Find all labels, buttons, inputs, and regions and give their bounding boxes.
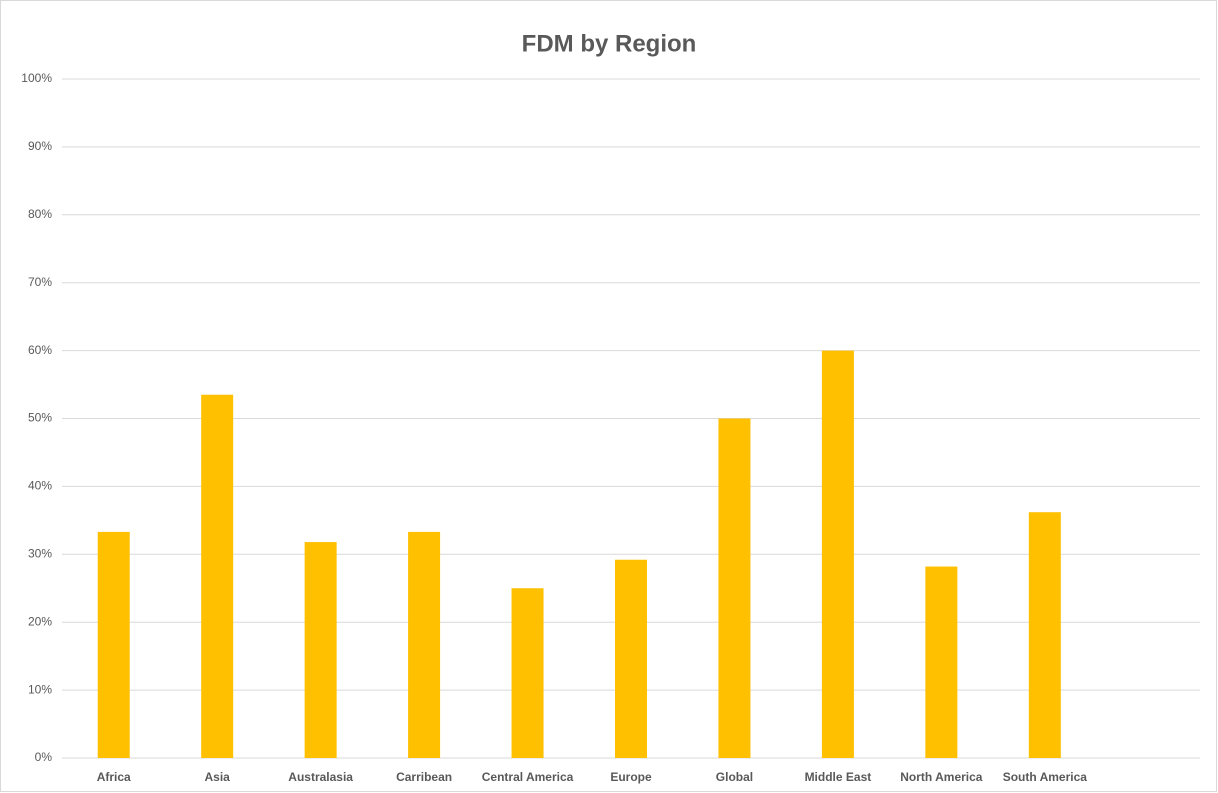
bar xyxy=(718,418,751,758)
y-tick-label: 70% xyxy=(28,275,52,289)
y-tick-label: 20% xyxy=(28,614,52,628)
x-tick-label: Australasia xyxy=(288,770,353,784)
y-tick-label: 60% xyxy=(28,343,52,357)
x-tick-label: Asia xyxy=(205,770,231,784)
y-tick-label: 50% xyxy=(28,411,52,425)
bar xyxy=(408,531,441,758)
y-tick-label: 30% xyxy=(28,546,52,560)
bar xyxy=(304,542,337,758)
y-tick-label: 0% xyxy=(35,750,53,764)
y-tick-label: 80% xyxy=(28,207,52,221)
bar xyxy=(925,566,958,758)
y-tick-label: 90% xyxy=(28,139,52,153)
bar xyxy=(511,588,544,758)
x-tick-label: Europe xyxy=(610,770,652,784)
bar xyxy=(615,559,647,758)
x-tick-label: Africa xyxy=(97,770,131,784)
bar xyxy=(821,350,854,758)
x-tick-label: South America xyxy=(1003,770,1088,784)
x-tick-label: North America xyxy=(900,770,983,784)
bar xyxy=(201,394,234,758)
y-tick-label: 100% xyxy=(21,71,52,85)
x-tick-label: Central America xyxy=(482,770,574,784)
x-tick-label: Middle East xyxy=(805,770,872,784)
y-tick-label: 10% xyxy=(28,682,52,696)
y-tick-label: 40% xyxy=(28,479,52,493)
x-tick-label: Carribean xyxy=(396,770,452,784)
bar xyxy=(1028,512,1061,758)
x-tick-label: Global xyxy=(716,770,753,784)
bar xyxy=(97,531,130,758)
chart-title: FDM by Region xyxy=(522,30,697,57)
